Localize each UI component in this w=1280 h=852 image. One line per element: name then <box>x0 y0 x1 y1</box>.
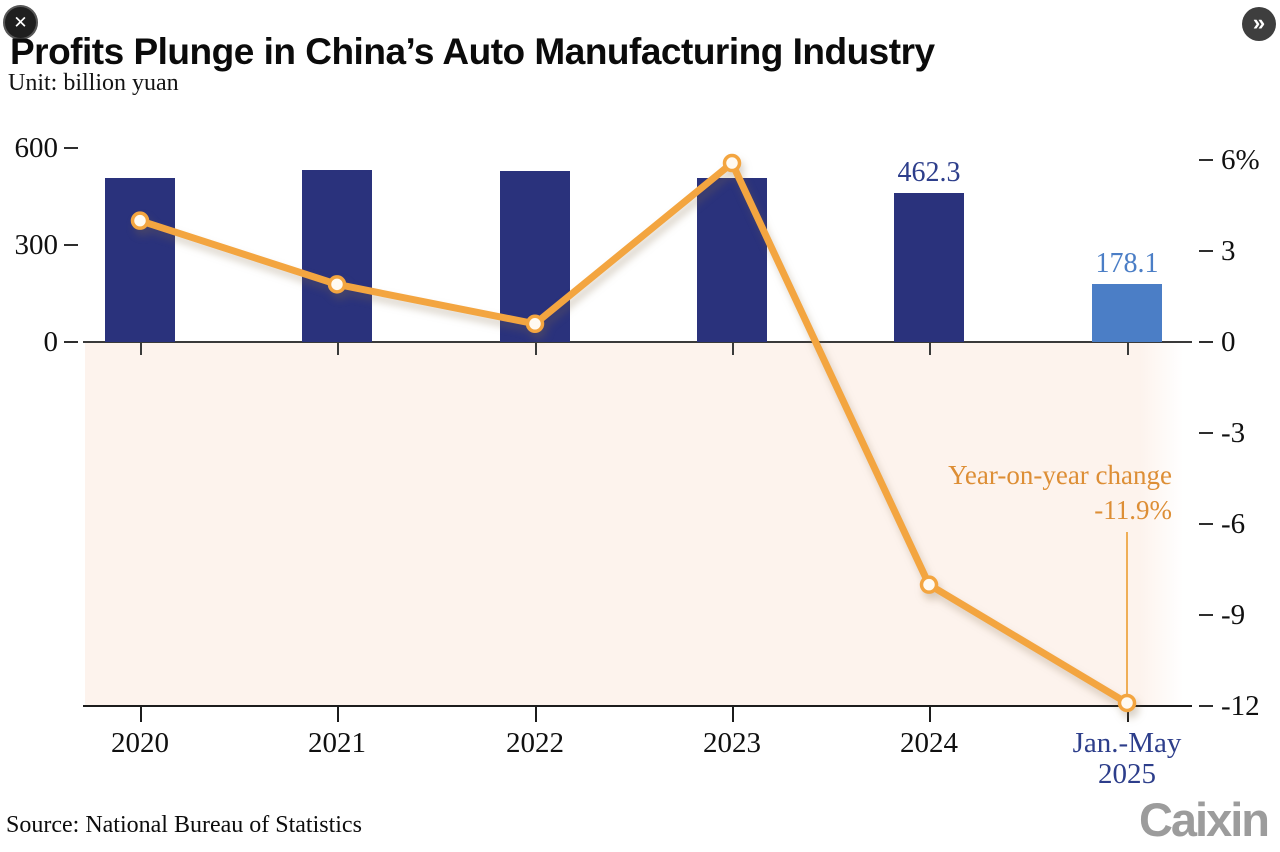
annotation-callout-line <box>1126 532 1128 696</box>
unit-label: Unit: billion yuan <box>8 70 179 96</box>
yoy-data-point <box>722 153 742 173</box>
bottom-axis-line <box>83 705 1192 707</box>
profit-bar <box>500 170 570 342</box>
caixin-logo: Caixin <box>1138 793 1270 846</box>
profit-bar <box>1092 284 1162 342</box>
bottom-category-tick <box>732 707 734 722</box>
x-axis-label: Jan.-May 2025 <box>1072 727 1182 790</box>
zero-axis-line <box>83 341 1192 343</box>
yoy-annotation: Year-on-year change -11.9% <box>948 458 1172 527</box>
zero-line-category-tick <box>929 343 931 355</box>
left-axis-label: 600 <box>14 132 59 164</box>
left-axis-tick <box>64 147 78 149</box>
right-axis-tick <box>1199 523 1213 525</box>
zero-line-category-tick <box>140 343 142 355</box>
chevrons-right-icon: » <box>1252 9 1266 35</box>
x-axis-label: 2021 <box>308 727 366 759</box>
right-axis-tick <box>1199 705 1213 707</box>
close-button[interactable]: ✕ <box>3 5 38 40</box>
yoy-annotation-text: Year-on-year change <box>948 460 1172 490</box>
right-axis-tick <box>1199 159 1213 161</box>
left-axis-label: 0 <box>43 326 59 358</box>
bottom-category-tick <box>337 707 339 722</box>
right-axis-tick <box>1199 250 1213 252</box>
bar-value-label: 462.3 <box>897 156 961 188</box>
right-axis-label: 0 <box>1221 326 1236 358</box>
yoy-annotation-value: -11.9% <box>1094 494 1172 525</box>
bottom-category-tick <box>929 707 931 722</box>
profit-bar <box>302 170 372 342</box>
close-icon: ✕ <box>13 12 28 32</box>
x-axis-label: 2022 <box>506 727 564 759</box>
zero-line-category-tick <box>535 343 537 355</box>
expand-button[interactable]: » <box>1242 7 1276 41</box>
x-axis-label: 2023 <box>703 727 761 759</box>
profit-bar <box>105 177 175 342</box>
zero-line-category-tick <box>732 343 734 355</box>
left-axis-label: 300 <box>14 229 59 261</box>
bottom-category-tick <box>1127 707 1129 722</box>
left-axis-tick <box>64 244 78 246</box>
right-axis-tick <box>1199 432 1213 434</box>
right-axis-label: -6 <box>1221 508 1246 540</box>
x-axis-label: 2024 <box>900 727 958 759</box>
profit-bar <box>894 192 964 342</box>
right-axis-label: -9 <box>1221 599 1246 631</box>
right-axis-label: -12 <box>1221 690 1260 722</box>
page-title: Profits Plunge in China’s Auto Manufactu… <box>10 30 935 72</box>
profit-bar <box>697 178 767 342</box>
right-axis-label: 6% <box>1221 144 1260 176</box>
x-axis-label: 2020 <box>111 727 169 759</box>
bottom-category-tick <box>535 707 537 722</box>
bar-value-label: 178.1 <box>1095 248 1159 280</box>
source-label: Source: National Bureau of Statistics <box>6 812 362 838</box>
right-axis-label: -3 <box>1221 417 1246 449</box>
zero-line-category-tick <box>337 343 339 355</box>
zero-line-category-tick <box>1127 343 1129 355</box>
right-axis-tick <box>1199 614 1213 616</box>
right-axis-label: 3 <box>1221 235 1236 267</box>
right-axis-tick <box>1199 341 1213 343</box>
left-axis-tick <box>64 341 78 343</box>
bottom-category-tick <box>140 707 142 722</box>
